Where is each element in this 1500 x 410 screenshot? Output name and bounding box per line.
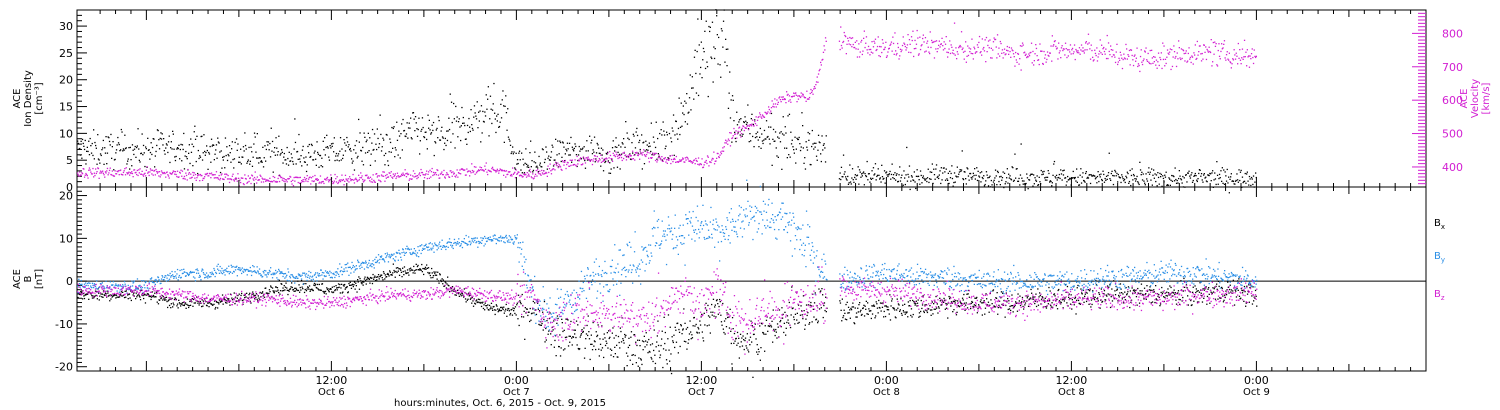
x-tick-day: Oct 7 xyxy=(688,387,715,398)
b-axis-title-line: [nT] xyxy=(34,269,45,289)
b-axis-title-line: ACE xyxy=(12,269,23,289)
legend-subscript: z xyxy=(1441,294,1445,302)
x-tick-time: 0:00 xyxy=(874,374,899,387)
density-tick-label: 5 xyxy=(66,154,73,167)
density-tick-label: 30 xyxy=(59,20,73,33)
bottom-panel-frame xyxy=(76,186,1427,372)
b-tick-label: 20 xyxy=(59,190,73,203)
x-tick-day: Oct 7 xyxy=(503,387,530,398)
density-point-set xyxy=(77,9,1257,194)
legend-subscript: x xyxy=(1441,223,1445,231)
x-axis-label: hours:minutes, Oct. 6, 2015 - Oct. 9, 20… xyxy=(394,398,606,409)
velocity-tick-label: 800 xyxy=(1442,27,1463,40)
density-axis-title-line: ACE xyxy=(12,89,23,109)
b-axis-title: ACE B [nT] xyxy=(12,269,45,289)
velocity-tick-label: 700 xyxy=(1442,61,1463,74)
x-tick-day: Oct 8 xyxy=(1058,387,1085,398)
velocity-tick-label: 600 xyxy=(1442,94,1463,107)
density-tick-label: 10 xyxy=(59,127,73,140)
x-tick-time: 12:00 xyxy=(1056,374,1088,387)
b-tick-label: -10 xyxy=(55,318,73,331)
legend-bz: Bz xyxy=(1434,289,1445,302)
velocity-point-set xyxy=(77,22,1257,187)
b-axis-title-line: B xyxy=(23,275,34,282)
b-tick-label: 0 xyxy=(66,275,73,288)
density-axis-title-line: [cm⁻³] xyxy=(34,82,45,114)
density-tick-label: 25 xyxy=(59,47,73,60)
by-point-set xyxy=(77,179,1258,336)
legend-subscript: y xyxy=(1441,256,1445,264)
b-tick-label: -20 xyxy=(55,361,73,374)
density-tick-label: 0 xyxy=(66,181,73,194)
legend-bx: Bx xyxy=(1434,218,1445,231)
x-tick-time: 0:00 xyxy=(1244,374,1269,387)
x-tick-time: 12:00 xyxy=(686,374,718,387)
bz-point-set xyxy=(77,266,1258,355)
velocity-axis-title-line: Velocity xyxy=(1470,79,1481,118)
velocity-axis-title: ACE Velocity [km/s] xyxy=(1459,79,1492,118)
x-tick-time: 12:00 xyxy=(316,374,348,387)
density-axis-title: ACE Ion Density [cm⁻³] xyxy=(12,70,45,127)
velocity-axis-title-line: ACE xyxy=(1459,89,1470,109)
b-tick-label: 10 xyxy=(59,232,73,245)
x-tick-day: Oct 8 xyxy=(873,387,900,398)
density-tick-label: 15 xyxy=(59,101,73,114)
velocity-axis-title-line: [km/s] xyxy=(1481,82,1492,114)
velocity-tick-label: 400 xyxy=(1442,161,1463,174)
density-axis-title-line: Ion Density xyxy=(23,70,34,127)
x-tick-day: Oct 9 xyxy=(1243,387,1270,398)
x-tick-day: Oct 6 xyxy=(318,387,345,398)
x-tick-time: 0:00 xyxy=(504,374,529,387)
velocity-tick-label: 500 xyxy=(1442,128,1463,141)
top-panel-frame xyxy=(76,9,1427,188)
density-tick-label: 20 xyxy=(59,74,73,87)
legend-by: By xyxy=(1434,251,1445,264)
